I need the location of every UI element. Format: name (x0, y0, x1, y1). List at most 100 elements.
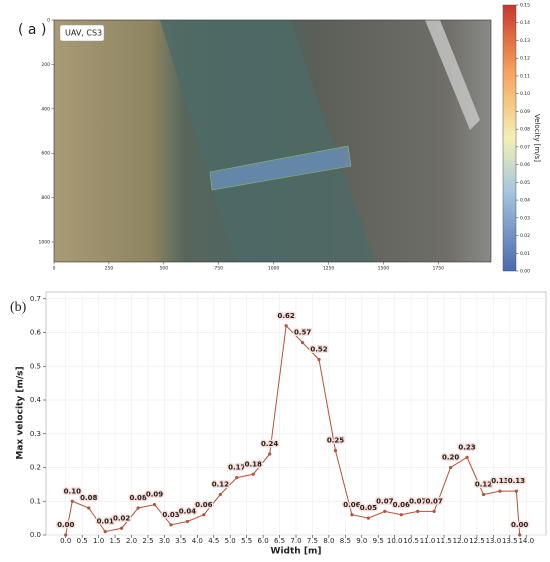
x-tick-label: 5.0 (225, 537, 236, 545)
colorbar-tick-label: 0.14 (520, 20, 530, 26)
y-tick-label: 0.5 (30, 362, 41, 370)
river (160, 20, 375, 262)
colorbar-tick-label: 0.03 (520, 215, 530, 221)
x-tick-label: 6.0 (258, 537, 269, 545)
data-point (333, 449, 338, 453)
x-tick-label: 1000 (268, 266, 280, 272)
x-tick-label: 10.0 (387, 537, 403, 545)
x-tick-label: 0 (53, 266, 56, 272)
x-tick-label: 0.0 (60, 537, 71, 545)
colorbar-tick-label: 0.09 (520, 109, 530, 115)
x-tick-label: 2.5 (142, 537, 153, 545)
data-point (103, 530, 107, 534)
x-tick-label: 1.0 (93, 537, 104, 545)
colorbar-tick-label: 0.15 (520, 3, 530, 9)
data-label: 0.57 (294, 329, 311, 337)
data-point (317, 357, 321, 362)
colorbar-tick-label: 0.12 (520, 56, 530, 62)
data-label: 0.07 (409, 497, 426, 505)
data-point (465, 455, 469, 459)
y-tick-label: 800 (41, 195, 50, 201)
x-tick-label: 4.0 (192, 537, 203, 545)
colorbar-tick-label: 0.02 (520, 233, 530, 239)
colorbar-tick-label: 0.13 (520, 38, 530, 44)
data-label: 0.06 (393, 501, 410, 509)
data-label: 0.25 (327, 437, 344, 445)
x-tick-label: 5.5 (241, 537, 252, 545)
data-point (366, 516, 370, 520)
data-point (120, 526, 124, 530)
x-tick-label: 3.5 (175, 537, 186, 545)
data-point (185, 519, 190, 524)
data-point (518, 533, 522, 537)
data-point (481, 492, 486, 497)
x-tick-label: 9.5 (373, 537, 384, 545)
colorbar-tick-label: 0.05 (520, 180, 530, 186)
data-label: 0.17 (228, 464, 245, 472)
colorbar-label: Velocity [m/s] (533, 114, 541, 162)
x-tick-label: 4.5 (208, 537, 219, 545)
x-tick-label: 0.5 (77, 537, 88, 545)
y-tick-label: 0.0 (30, 531, 41, 539)
x-tick-label: 14.0 (518, 537, 534, 545)
data-point (218, 492, 222, 497)
aerial-image (53, 19, 492, 263)
data-point (251, 472, 255, 476)
data-label: 0.13 (491, 477, 508, 485)
y-tick-label: 0.1 (30, 497, 41, 505)
data-line (65, 324, 521, 536)
x-tick-label: 250 (105, 266, 114, 272)
data-label: 0.23 (458, 443, 475, 451)
annotation-box (59, 24, 105, 42)
velocity-field (209, 145, 352, 191)
x-tick-label: 8.0 (323, 537, 334, 545)
x-tick-label: 1.5 (110, 537, 121, 545)
colorbar-tick-label: 0.11 (520, 73, 530, 79)
data-label: 0.06 (343, 501, 360, 509)
panel-label: ( a ) (18, 22, 46, 38)
x-axis-label: Width [m] (271, 547, 322, 557)
x-tick-label: 11.0 (420, 537, 436, 545)
x-tick-label: 500 (160, 266, 169, 272)
data-label: 0.10 (64, 487, 81, 495)
data-point (383, 509, 387, 513)
data-point (498, 489, 502, 493)
colorbar-tick-label: 0.10 (520, 91, 530, 97)
data-point (399, 513, 403, 517)
road (425, 20, 480, 130)
y-tick-label: 1000 (39, 240, 51, 246)
x-tick-label: 750 (214, 266, 223, 272)
data-point (152, 503, 157, 507)
data-label: 0.12 (212, 481, 229, 489)
data-point (87, 506, 91, 510)
y-tick-label: 200 (41, 62, 50, 68)
data-label: 0.20 (442, 454, 459, 462)
data-point (284, 324, 288, 328)
data-point (202, 513, 206, 517)
data-label: 0.00 (57, 521, 74, 529)
data-label: 0.08 (80, 494, 97, 502)
y-tick-label: 400 (41, 106, 50, 112)
y-tick-label: 600 (41, 151, 50, 157)
data-point (449, 465, 453, 470)
x-tick-label: 6.5 (274, 537, 285, 545)
y-tick-label: 0.4 (30, 396, 42, 404)
y-tick-label: 0.6 (30, 329, 42, 337)
x-tick-label: 3.0 (159, 537, 170, 545)
x-tick-label: 2.0 (126, 537, 137, 545)
data-label: 0.13 (508, 477, 525, 485)
data-label: 0.12 (475, 481, 492, 489)
annotation: UAV, CS3 (65, 29, 102, 38)
data-label: 0.06 (195, 501, 212, 509)
data-label: 0.62 (277, 312, 294, 320)
x-tick-label: 9.0 (356, 537, 367, 545)
data-point (235, 476, 239, 480)
data-label: 0.08 (129, 494, 146, 502)
data-label: 0.00 (511, 521, 528, 529)
x-tick-label: 12.5 (469, 537, 485, 545)
x-tick-label: 13.0 (486, 537, 502, 545)
data-label: 0.09 (146, 491, 163, 499)
x-tick-label: 8.5 (340, 537, 351, 545)
y-tick-label: 0.2 (30, 464, 41, 472)
colorbar-tick-label: 0.01 (520, 251, 530, 257)
